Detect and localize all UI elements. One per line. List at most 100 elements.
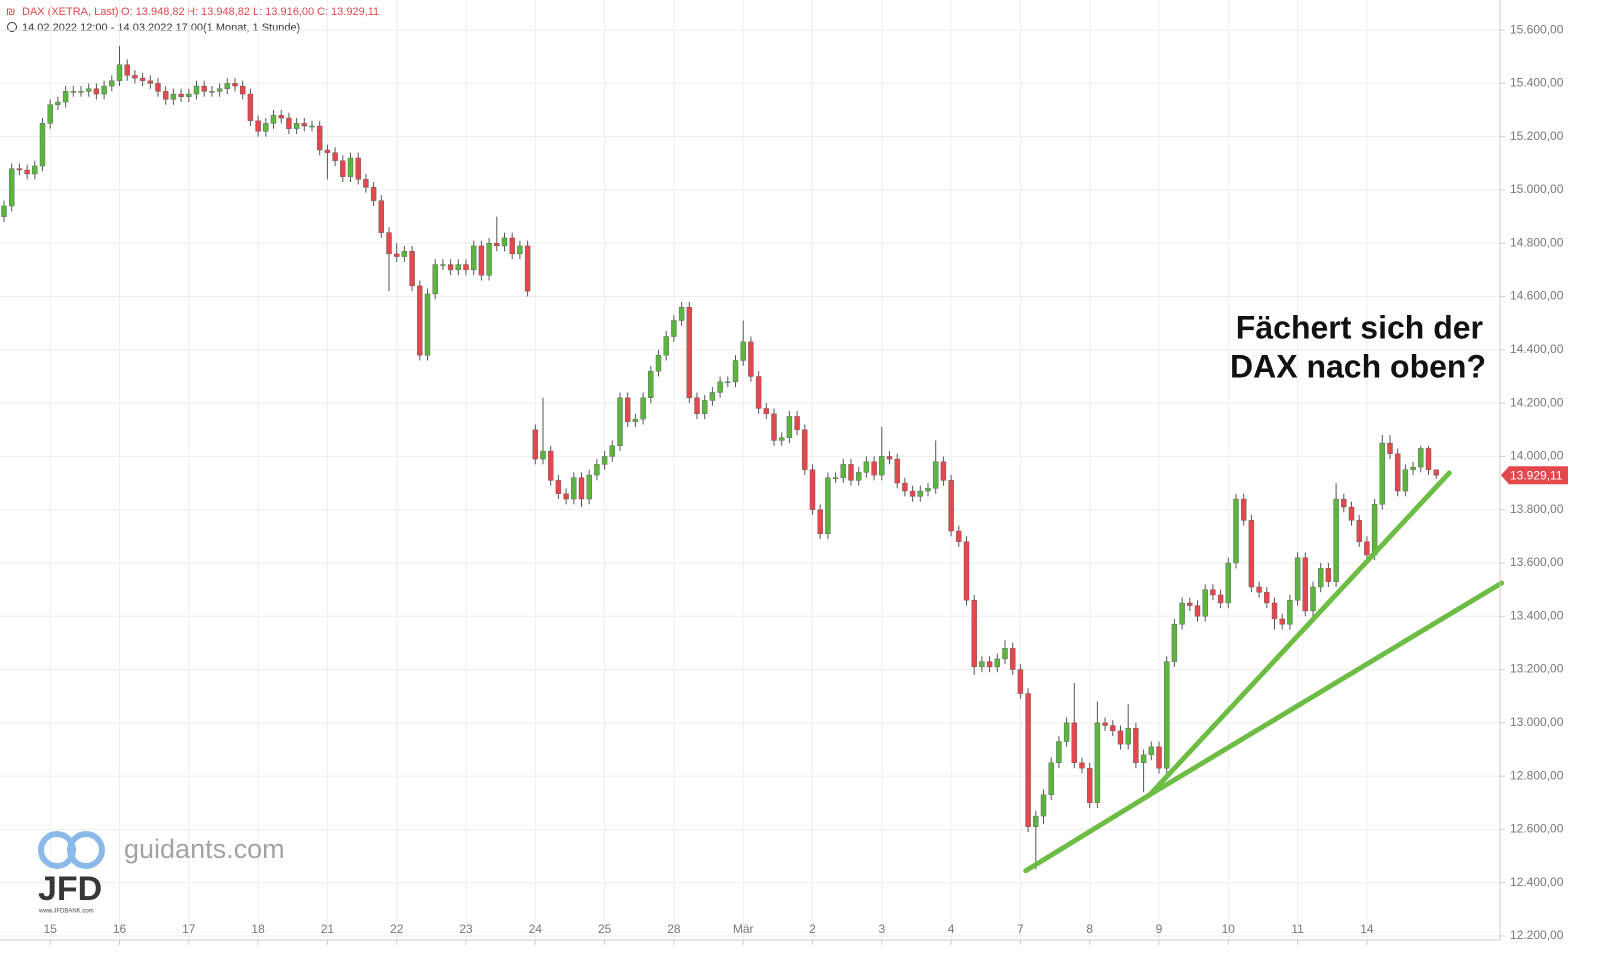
y-tick-label: 12.400,00 bbox=[1510, 875, 1564, 889]
candle-body bbox=[1156, 746, 1162, 769]
candle-body bbox=[963, 541, 970, 601]
candle-body bbox=[817, 509, 823, 534]
candle-body bbox=[825, 477, 831, 534]
candle-body bbox=[879, 456, 885, 476]
candle-body bbox=[925, 488, 931, 492]
candle-body bbox=[902, 482, 908, 492]
candle-body bbox=[39, 123, 46, 167]
y-tick-label: 14.800,00 bbox=[1510, 235, 1564, 249]
candle-body bbox=[986, 661, 993, 668]
candle-body bbox=[571, 477, 577, 500]
candle-body bbox=[671, 320, 677, 337]
candle-body bbox=[332, 152, 338, 161]
x-tick-label: 14 bbox=[1360, 922, 1374, 936]
candle-body bbox=[232, 83, 238, 87]
candle-body bbox=[1025, 693, 1031, 827]
candle-body bbox=[1002, 648, 1008, 660]
y-tick-label: 13.800,00 bbox=[1510, 502, 1564, 516]
last-price-tag bbox=[1501, 466, 1568, 485]
candle-body bbox=[1418, 448, 1424, 468]
candle-body bbox=[655, 354, 662, 372]
candle-body bbox=[532, 429, 538, 460]
legend-open: O: 13.948,82 bbox=[121, 6, 185, 18]
annotation: DAX nach oben? bbox=[1230, 348, 1486, 384]
candle-body bbox=[1094, 722, 1101, 803]
watermark-logo: JFD bbox=[38, 870, 102, 908]
candle-body bbox=[609, 445, 615, 457]
candle-body bbox=[1348, 506, 1355, 521]
candle-body bbox=[517, 245, 523, 255]
candle-body bbox=[55, 101, 61, 105]
candle-body bbox=[594, 464, 600, 476]
watermark-url: www.JFDBANK.com bbox=[38, 909, 94, 915]
candle-body bbox=[255, 120, 261, 132]
x-tick-label: 21 bbox=[321, 922, 335, 936]
candle-body bbox=[1341, 498, 1347, 508]
candle-body bbox=[763, 408, 769, 414]
candle-body bbox=[340, 160, 346, 177]
candle-body bbox=[1163, 661, 1170, 769]
candle-body bbox=[201, 85, 207, 92]
candle-body bbox=[1264, 592, 1270, 604]
candle-body bbox=[1125, 727, 1131, 745]
candle-body bbox=[1279, 618, 1285, 625]
candle-body bbox=[363, 179, 369, 188]
candle-body bbox=[1133, 727, 1139, 764]
candle-body bbox=[1410, 466, 1416, 470]
subtitle: 14.02.2022 12:00 - 14.03.2022 17:00 bbox=[22, 22, 203, 34]
candle-body bbox=[809, 469, 816, 510]
y-tick-label: 14.000,00 bbox=[1510, 449, 1564, 463]
y-tick-label: 15.200,00 bbox=[1510, 129, 1564, 143]
candle-body bbox=[378, 200, 384, 233]
y-tick-label: 12.600,00 bbox=[1510, 822, 1564, 836]
candle-body bbox=[101, 85, 107, 95]
candle-body bbox=[1033, 815, 1039, 827]
y-tick-label: 15.000,00 bbox=[1510, 182, 1564, 196]
candle-body bbox=[779, 437, 785, 441]
candle-body bbox=[871, 461, 877, 476]
candle-body bbox=[301, 123, 307, 127]
candle-body bbox=[555, 480, 562, 494]
candle-body bbox=[347, 157, 354, 177]
y-tick-label: 13.400,00 bbox=[1510, 608, 1564, 622]
x-tick-label: 25 bbox=[598, 922, 612, 936]
candle-body bbox=[732, 360, 739, 383]
candle-body bbox=[1371, 504, 1378, 556]
candle-body bbox=[478, 245, 485, 276]
candle-body bbox=[748, 341, 754, 377]
candle-body bbox=[494, 243, 500, 247]
candle-body bbox=[162, 91, 169, 100]
candle-body bbox=[263, 123, 269, 132]
candle-body bbox=[85, 88, 92, 92]
x-tick-label: 8 bbox=[1086, 922, 1093, 936]
candle-body bbox=[417, 285, 423, 356]
candle-body bbox=[1210, 589, 1216, 596]
legend-close: C: 13.929,11 bbox=[317, 6, 379, 18]
candle-body bbox=[386, 232, 392, 255]
y-tick-label: 14.200,00 bbox=[1510, 395, 1564, 409]
candle-body bbox=[1394, 453, 1401, 492]
candle-body bbox=[1217, 594, 1224, 604]
y-tick-label: 14.400,00 bbox=[1510, 342, 1564, 356]
candle-body bbox=[440, 264, 446, 266]
candle-body bbox=[1187, 602, 1193, 606]
legend-high: H: 13.948,82 bbox=[187, 6, 250, 18]
watermark-site: guidants.com bbox=[124, 834, 285, 864]
candle-body bbox=[186, 93, 192, 97]
candle-body bbox=[1171, 624, 1178, 662]
candle-body bbox=[563, 493, 569, 500]
candle-body bbox=[1048, 762, 1054, 795]
candle-body bbox=[447, 264, 454, 271]
candle-body bbox=[917, 490, 923, 497]
candle-body bbox=[840, 464, 846, 478]
candle-body bbox=[755, 376, 762, 409]
y-tick-label: 14.600,00 bbox=[1510, 289, 1564, 303]
candle-body bbox=[894, 458, 900, 484]
candle-body bbox=[1194, 605, 1201, 617]
candle-body bbox=[16, 168, 23, 171]
x-tick-label: 17 bbox=[182, 922, 196, 936]
candle-body bbox=[224, 83, 231, 89]
candle-body bbox=[678, 307, 685, 321]
header: ₪ DAX (XETRA, Last) O: 13.948,82 H: 13.9… bbox=[6, 6, 379, 34]
candle-body bbox=[794, 416, 800, 430]
